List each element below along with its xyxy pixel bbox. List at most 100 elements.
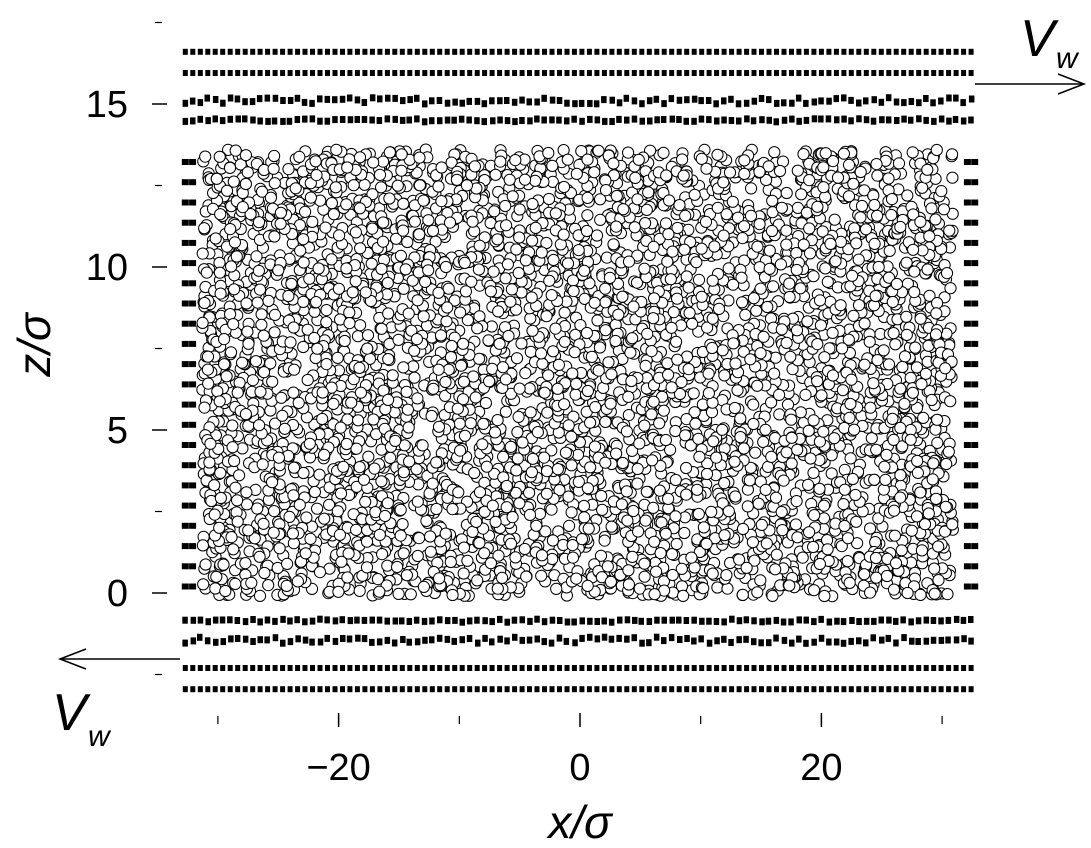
- wall-particle: [721, 665, 727, 671]
- wall-particle: [189, 219, 197, 226]
- wall-particle: [280, 639, 286, 647]
- wall-particle: [489, 665, 495, 671]
- fluid-particle: [572, 475, 585, 488]
- wall-particle: [841, 94, 847, 102]
- wall-particle: [946, 117, 952, 125]
- wall-particle: [474, 48, 480, 55]
- wall-particle: [189, 583, 197, 590]
- fluid-particle: [946, 171, 959, 184]
- fluid-particle: [230, 250, 243, 263]
- fluid-particle: [426, 477, 439, 490]
- wall-particle: [571, 686, 577, 693]
- fluid-particle: [836, 384, 850, 397]
- wall-particle: [624, 616, 631, 624]
- wall-particle: [963, 280, 971, 287]
- wall-particle: [534, 686, 540, 693]
- wall-particle: [736, 686, 742, 693]
- wall-particle: [766, 665, 772, 671]
- wall-particle: [287, 638, 294, 646]
- wall-particle: [653, 633, 660, 641]
- wall-particle: [953, 665, 959, 671]
- wall-particle: [908, 665, 914, 671]
- fluid-particle: [665, 381, 678, 394]
- fluid-particle: [677, 169, 690, 182]
- wall-particle: [189, 462, 197, 469]
- wall-particle: [826, 638, 832, 646]
- wall-particle: [825, 115, 832, 123]
- wall-particle: [758, 639, 764, 647]
- wall-particle: [287, 48, 293, 55]
- wall-particle: [421, 617, 428, 625]
- wall-particle: [197, 48, 203, 55]
- fluid-particle: [773, 408, 786, 421]
- wall-particle: [302, 665, 308, 671]
- wall-particle: [923, 95, 929, 102]
- wall-particle: [212, 70, 218, 76]
- wall-particle: [227, 686, 233, 693]
- wall-particle: [971, 563, 979, 570]
- wall-particle: [863, 639, 869, 647]
- fluid-particle: [744, 461, 757, 474]
- wall-particle: [189, 239, 197, 246]
- fluid-particle: [440, 315, 453, 328]
- wall-particle: [579, 117, 585, 125]
- wall-particle: [826, 48, 832, 55]
- wall-particle: [429, 665, 435, 671]
- wall-particle: [549, 96, 556, 104]
- wall-particle: [751, 48, 757, 55]
- wall-particle: [676, 686, 682, 693]
- wall-particle: [915, 617, 922, 625]
- wall-particle: [691, 616, 697, 624]
- wall-particle: [189, 260, 197, 267]
- wall-particle: [971, 219, 979, 226]
- wall-particle: [915, 638, 921, 645]
- wall-particle: [871, 70, 877, 76]
- fluid-particle: [914, 312, 927, 325]
- wall-particle: [729, 48, 735, 55]
- wall-particle: [698, 115, 705, 123]
- wall-particle: [189, 199, 197, 206]
- wall-particle: [384, 70, 390, 76]
- fluid-particle: [900, 256, 913, 269]
- wall-particles: [181, 48, 979, 693]
- fluid-particle: [760, 173, 773, 187]
- wall-particle: [182, 99, 189, 107]
- wall-particle: [647, 117, 653, 125]
- wall-particle: [773, 118, 779, 126]
- wall-particle: [714, 70, 720, 76]
- wall-particle: [391, 639, 398, 647]
- wall-particle: [534, 98, 540, 106]
- fluid-particle: [408, 215, 421, 228]
- wall-particle: [639, 70, 645, 76]
- wall-particle: [617, 616, 623, 624]
- wall-particle: [946, 48, 952, 55]
- wall-particle: [669, 70, 675, 76]
- wall-particle: [384, 636, 391, 644]
- fluid-particle: [837, 498, 850, 511]
- wall-particle: [646, 686, 652, 693]
- wall-particle: [459, 636, 465, 644]
- wall-particle: [309, 638, 315, 646]
- wall-particle: [676, 616, 682, 624]
- fluid-particle: [591, 314, 604, 327]
- wall-particle: [930, 617, 937, 624]
- wall-particle: [474, 117, 480, 125]
- wall-particle: [340, 665, 345, 671]
- wall-particle: [414, 638, 421, 646]
- wall-particle: [766, 70, 772, 76]
- wall-particle: [759, 116, 765, 124]
- wall-particle: [557, 70, 562, 76]
- wall-particle: [863, 48, 869, 55]
- wall-particle: [220, 99, 226, 107]
- wall-particle: [971, 199, 979, 206]
- wall-particle: [885, 634, 892, 642]
- wall-particle: [362, 665, 368, 671]
- fluid-particle: [622, 578, 636, 591]
- wall-particle: [181, 199, 189, 206]
- wall-particle: [968, 70, 974, 76]
- fluid-particle: [453, 417, 466, 430]
- fluid-particle: [360, 535, 374, 548]
- wall-particle: [437, 686, 443, 693]
- wall-particle: [961, 635, 967, 643]
- wall-particle: [212, 686, 218, 693]
